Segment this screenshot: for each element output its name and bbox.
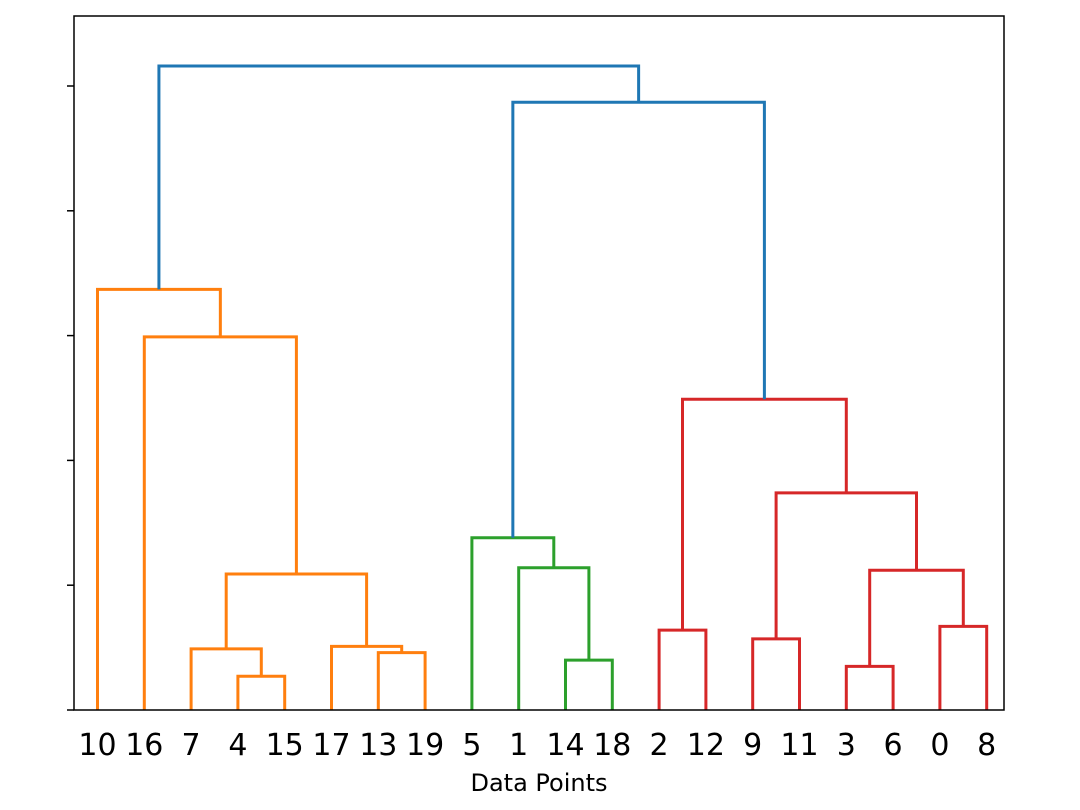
x-tick-label-2: 2 xyxy=(650,728,669,763)
x-tick-label-1: 1 xyxy=(509,728,528,763)
x-tick-label-8: 8 xyxy=(977,728,996,763)
plot-frame xyxy=(73,15,1005,711)
x-tick-label-17: 17 xyxy=(312,728,350,763)
x-tick-label-5: 5 xyxy=(462,728,481,763)
x-tick-label-19: 19 xyxy=(406,728,444,763)
x-tick-label-18: 18 xyxy=(593,728,631,763)
x-axis-title: Data Points xyxy=(470,769,607,797)
link-m19 xyxy=(157,64,641,290)
x-tick-label-14: 14 xyxy=(546,728,584,763)
x-axis-tick-labels: 10 16 7 4 15 17 13 19 5 1 14 18 2 12 9 11 3 6 0 8 xyxy=(78,728,996,763)
dendrogram-links xyxy=(96,64,989,710)
x-tick-label-0: 0 xyxy=(930,728,949,763)
x-tick-label-4: 4 xyxy=(228,728,247,763)
x-tick-label-13: 13 xyxy=(359,728,397,763)
x-tick-label-3: 3 xyxy=(837,728,856,763)
x-tick-label-6: 6 xyxy=(884,728,903,763)
x-tick-label-15: 15 xyxy=(266,728,304,763)
x-tick-label-7: 7 xyxy=(182,728,201,763)
x-tick-label-10: 10 xyxy=(78,728,116,763)
y-axis-ticks xyxy=(67,85,74,711)
x-tick-label-12: 12 xyxy=(687,728,725,763)
x-tick-label-16: 16 xyxy=(125,728,163,763)
x-tick-label-11: 11 xyxy=(780,728,818,763)
x-tick-label-9: 9 xyxy=(743,728,762,763)
